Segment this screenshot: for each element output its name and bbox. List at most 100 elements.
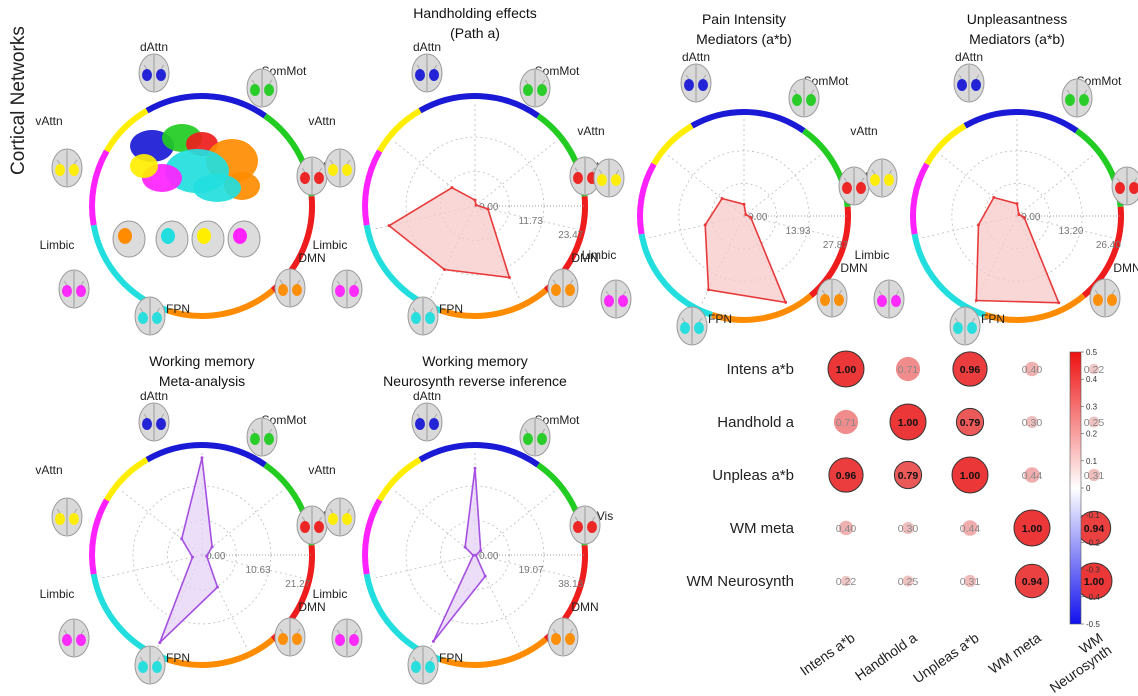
brain-region-left bbox=[415, 69, 425, 81]
matrix-cell-label: 0.79 bbox=[960, 417, 981, 429]
brain-region-left bbox=[957, 79, 967, 91]
radar-point-Limbic bbox=[471, 553, 475, 557]
matrix-cell-circle bbox=[902, 575, 914, 587]
network-label: dAttn bbox=[413, 389, 441, 403]
ring-tick-label: 11.73 bbox=[519, 216, 544, 227]
brain-icon-DMN bbox=[816, 278, 848, 318]
brain-region-right bbox=[891, 295, 901, 307]
matrix-cell-circle bbox=[828, 457, 864, 493]
col-label-line: Handhold a bbox=[852, 629, 920, 683]
brain-region-right bbox=[698, 79, 708, 91]
matrix-cell-label: 0.71 bbox=[898, 364, 919, 376]
matrix-cell-label: 0.44 bbox=[960, 523, 981, 535]
network-label: DMN bbox=[1113, 261, 1138, 275]
network-label: Limbic bbox=[855, 248, 890, 262]
ring-tick-label: 0.00 bbox=[479, 202, 499, 213]
radar-polygon bbox=[432, 468, 487, 642]
brain-region-right bbox=[967, 322, 977, 334]
matrix-cell-circle bbox=[1024, 467, 1040, 483]
montage-slice-region bbox=[197, 228, 211, 244]
brain-region-left bbox=[250, 84, 260, 96]
brain-region-right bbox=[69, 164, 79, 176]
grid-ring bbox=[167, 520, 237, 590]
brain-icon-dAttn bbox=[138, 402, 170, 442]
brain-region-left bbox=[142, 69, 152, 81]
col-label: Handhold a bbox=[852, 629, 920, 683]
brain-region-right bbox=[314, 521, 324, 533]
ring-sector-dAttn bbox=[145, 92, 267, 119]
colorbar-tick-label: 0.2 bbox=[1086, 430, 1098, 439]
brain-region-right bbox=[292, 284, 302, 296]
ring-sector-Limbic bbox=[89, 149, 110, 226]
brain-region-right bbox=[349, 634, 359, 646]
radar-polygon bbox=[159, 457, 219, 644]
montage-slice-region bbox=[161, 228, 175, 244]
radar-point-Limbic bbox=[191, 555, 195, 559]
colorbar-tick-label: 0.5 bbox=[1086, 348, 1098, 357]
brain-icon-FPN bbox=[949, 306, 981, 346]
matrix-cell-label: 0.96 bbox=[960, 364, 981, 376]
radar-point-Limbic bbox=[703, 223, 707, 227]
ring-tick-label: 10.63 bbox=[246, 565, 271, 576]
panel-title: Working memory bbox=[149, 353, 255, 369]
radar-point-DMN bbox=[215, 585, 219, 589]
matrix-cell-label: 0.31 bbox=[1084, 470, 1105, 482]
brain-region-left bbox=[250, 433, 260, 445]
brain-icon-Vis bbox=[1111, 166, 1138, 206]
radar-point-FPN bbox=[707, 288, 711, 292]
brain-region-right bbox=[342, 164, 352, 176]
radar-point-SomMot bbox=[744, 213, 748, 217]
radar-point-Vis bbox=[486, 207, 490, 211]
brain-region-right bbox=[806, 94, 816, 106]
colorbar bbox=[1069, 351, 1082, 625]
ring-sector-DMN bbox=[440, 287, 548, 319]
brain-region-left bbox=[792, 94, 802, 106]
montage-slice-region bbox=[118, 228, 132, 244]
ring-sector-dAttn bbox=[145, 441, 267, 468]
network-label: vAttn bbox=[35, 114, 62, 128]
radar-point-FPN bbox=[442, 268, 446, 272]
grid-spoke bbox=[201, 490, 284, 556]
colorbar-tick-label: -0.2 bbox=[1086, 538, 1100, 547]
radar-point-dAttn bbox=[742, 202, 746, 206]
brain-icon-Vis bbox=[569, 505, 601, 545]
col-label: Intens a*b bbox=[797, 629, 858, 678]
col-label: WM meta bbox=[985, 629, 1043, 677]
radar-point-dAttn bbox=[473, 466, 477, 470]
radar-point-DMN bbox=[483, 574, 487, 578]
ring-sector-FPN bbox=[911, 233, 986, 318]
col-label-line: Intens a*b bbox=[797, 629, 858, 678]
brain-region-left bbox=[335, 634, 345, 646]
brain-icon-dAttn bbox=[411, 53, 443, 93]
colorbar-tick-label: -0.3 bbox=[1086, 566, 1100, 575]
grid-spoke bbox=[474, 205, 576, 230]
brain-region-left bbox=[62, 634, 72, 646]
network-label: dAttn bbox=[682, 50, 710, 64]
ring-sector-vAttn bbox=[924, 123, 967, 166]
brain-region-right bbox=[429, 69, 439, 81]
brain-icon-vAttn bbox=[324, 148, 356, 188]
radar-point-Vis bbox=[749, 216, 753, 220]
brain-icon-dAttn bbox=[953, 63, 985, 103]
brain-region-left bbox=[1065, 94, 1075, 106]
colorbar-tick-label: -0.1 bbox=[1086, 511, 1100, 520]
radar-point-FPN bbox=[158, 641, 162, 645]
ring-tick-label: 19.07 bbox=[519, 565, 544, 576]
brain-region-right bbox=[884, 174, 894, 186]
row-label: WM meta bbox=[730, 520, 795, 537]
brain-region-right bbox=[425, 312, 435, 324]
ring-tick-label: 23.47 bbox=[558, 230, 583, 241]
grid-spoke bbox=[1016, 154, 1094, 217]
col-label-line: WM meta bbox=[985, 629, 1043, 677]
brain-region-right bbox=[1079, 94, 1089, 106]
network-label: vAttn bbox=[308, 114, 335, 128]
brain-region-left bbox=[684, 79, 694, 91]
matrix-cell-label: 0.30 bbox=[898, 523, 919, 535]
brain-region-left bbox=[551, 284, 561, 296]
ring-tick-label: 26.40 bbox=[1096, 240, 1121, 251]
matrix-cell-label: 0.71 bbox=[836, 417, 857, 429]
matrix-cell-circle bbox=[1088, 363, 1100, 375]
brain-region-left bbox=[328, 513, 338, 525]
